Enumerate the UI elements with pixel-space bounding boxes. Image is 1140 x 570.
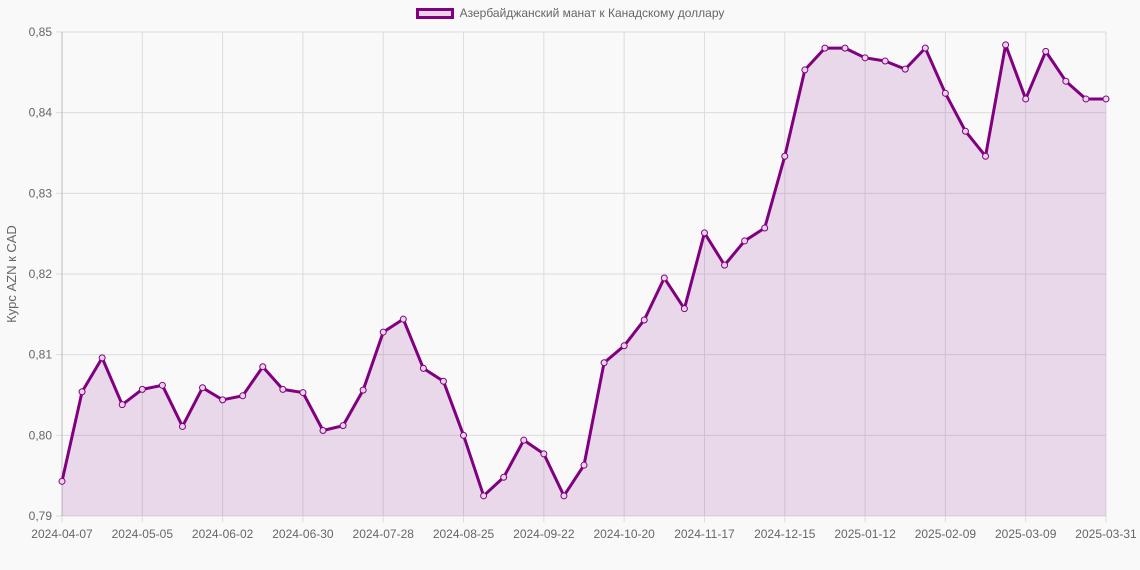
data-point[interactable] (941, 89, 949, 97)
x-tick-label: 2024-12-15 (754, 527, 816, 541)
data-point[interactable] (520, 436, 528, 444)
y-tick-label: 0,82 (29, 267, 53, 281)
data-point[interactable] (480, 492, 488, 500)
x-tick-label: 2024-06-02 (192, 527, 254, 541)
x-tick-label: 2024-05-05 (112, 527, 174, 541)
data-point[interactable] (359, 386, 367, 394)
x-tick-label: 2024-09-22 (513, 527, 575, 541)
x-tick-label: 2024-10-20 (593, 527, 655, 541)
data-point[interactable] (500, 473, 508, 481)
data-point[interactable] (118, 401, 126, 409)
data-point[interactable] (540, 450, 548, 458)
data-point[interactable] (239, 392, 247, 400)
data-point[interactable] (299, 389, 307, 397)
data-point[interactable] (1042, 47, 1050, 55)
data-point[interactable] (259, 363, 267, 371)
x-tick-label: 2024-07-28 (353, 527, 415, 541)
data-point[interactable] (861, 54, 869, 62)
data-point[interactable] (821, 44, 829, 52)
x-tick-label: 2024-04-07 (31, 527, 93, 541)
data-point[interactable] (680, 305, 688, 313)
data-point[interactable] (158, 381, 166, 389)
data-point[interactable] (379, 328, 387, 336)
data-point[interactable] (1082, 95, 1090, 103)
data-point[interactable] (178, 422, 186, 430)
data-point[interactable] (138, 385, 146, 393)
data-point[interactable] (199, 384, 207, 392)
grid-lines (56, 31, 1107, 522)
y-axis-title: Курс AZN к CAD (4, 225, 19, 323)
data-point[interactable] (1002, 41, 1010, 49)
data-area (58, 41, 1110, 516)
y-tick-label: 0,80 (29, 428, 53, 442)
data-point[interactable] (439, 377, 447, 385)
data-point[interactable] (339, 422, 347, 430)
y-tick-label: 0,85 (29, 25, 53, 39)
data-point[interactable] (399, 315, 407, 323)
data-point[interactable] (921, 44, 929, 52)
y-tick-label: 0,79 (29, 509, 53, 523)
data-point[interactable] (761, 224, 769, 232)
data-point[interactable] (741, 237, 749, 245)
data-point[interactable] (219, 396, 227, 404)
x-tick-label: 2025-03-31 (1075, 527, 1137, 541)
data-point[interactable] (901, 65, 909, 73)
data-point[interactable] (660, 274, 668, 282)
data-point[interactable] (560, 492, 568, 500)
y-axis-labels: 0,85 0,84 0,83 0,82 0,81 0,80 0,79 (29, 25, 53, 523)
data-point[interactable] (600, 359, 608, 367)
data-point[interactable] (781, 152, 789, 160)
data-point[interactable] (801, 66, 809, 74)
data-point[interactable] (580, 461, 588, 469)
y-tick-label: 0,81 (29, 348, 53, 362)
y-tick-label: 0,83 (29, 186, 53, 200)
legend-swatch (415, 7, 454, 19)
data-point[interactable] (319, 426, 327, 434)
data-point[interactable] (961, 127, 969, 135)
data-point[interactable] (640, 316, 648, 324)
x-axis-labels: 2024-04-07 2024-05-05 2024-06-02 2024-06-30… (31, 527, 1137, 541)
data-point[interactable] (279, 385, 287, 393)
data-point[interactable] (58, 477, 66, 485)
x-tick-label: 2025-03-09 (995, 527, 1057, 541)
x-tick-label: 2025-02-09 (915, 527, 977, 541)
data-point[interactable] (98, 354, 106, 362)
data-point[interactable] (841, 44, 849, 52)
legend-label: Азербайджанский манат к Канадскому долла… (459, 6, 725, 20)
chart-legend[interactable]: Азербайджанский манат к Канадскому долла… (0, 6, 1140, 20)
data-point[interactable] (1022, 95, 1030, 103)
data-point[interactable] (78, 388, 86, 396)
x-tick-label: 2024-11-17 (674, 527, 735, 541)
x-tick-label: 2024-08-25 (433, 527, 495, 541)
x-tick-label: 2025-01-12 (834, 527, 896, 541)
data-point[interactable] (1062, 77, 1070, 85)
data-point[interactable] (700, 229, 708, 237)
data-point[interactable] (881, 57, 889, 65)
data-point[interactable] (982, 152, 990, 160)
data-point[interactable] (721, 261, 729, 269)
data-point[interactable] (620, 342, 628, 350)
data-point[interactable] (1102, 95, 1110, 103)
x-tick-label: 2024-06-30 (272, 527, 334, 541)
data-point[interactable] (460, 431, 468, 439)
data-point[interactable] (419, 364, 427, 372)
y-tick-label: 0,84 (29, 106, 53, 120)
